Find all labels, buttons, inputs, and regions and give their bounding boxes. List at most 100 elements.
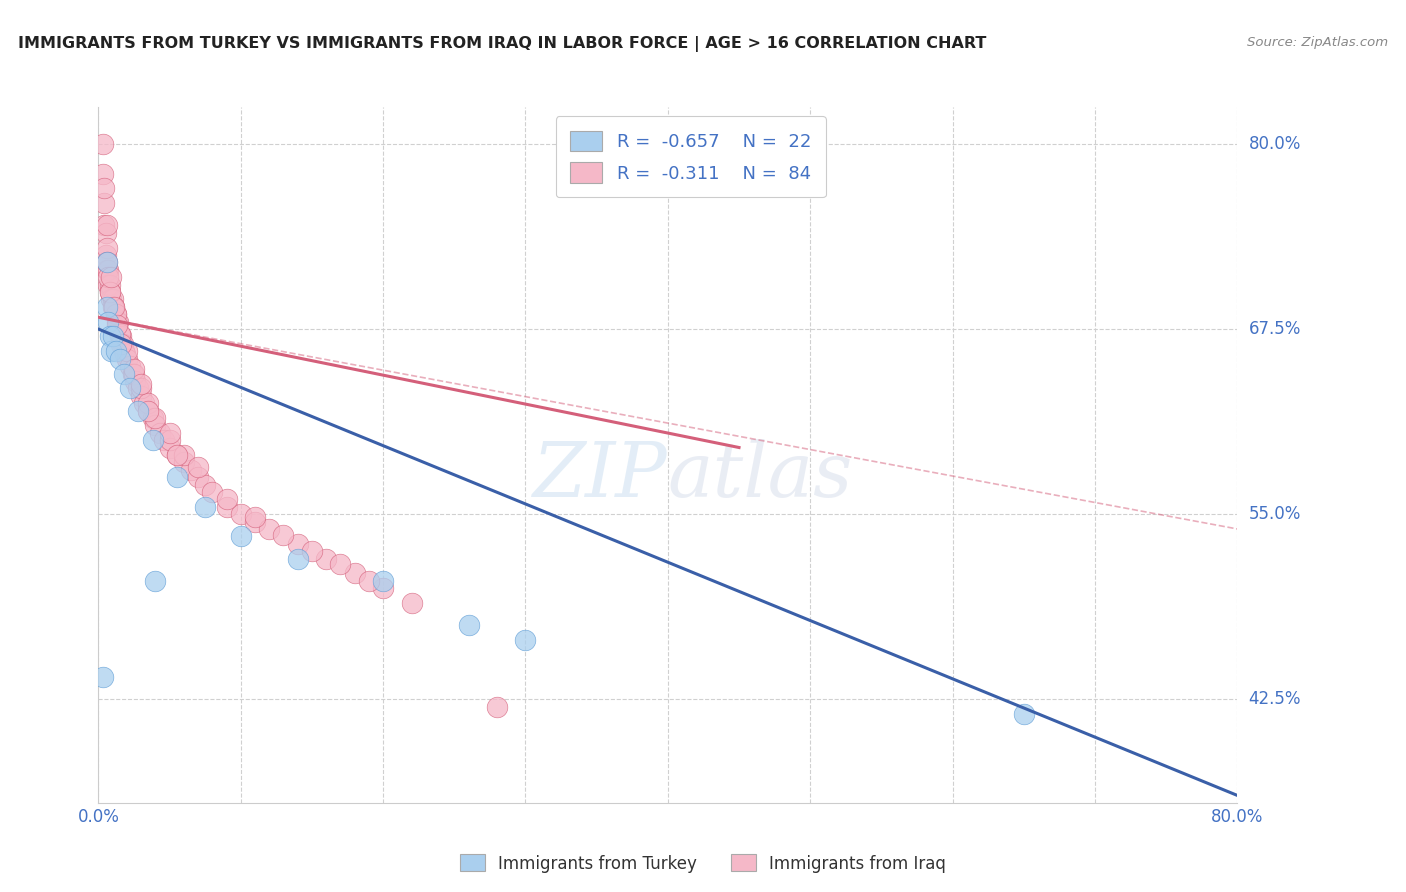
Point [96, 255, 118, 269]
Point [104, 307, 127, 321]
Point [97, 277, 120, 292]
Point [101, 293, 124, 307]
Point [98, 277, 121, 292]
Point [457, 618, 479, 632]
Point [115, 351, 138, 366]
Point [166, 448, 188, 462]
Text: 67.5%: 67.5% [1249, 320, 1301, 338]
Point [229, 507, 252, 521]
Point [373, 574, 395, 588]
Point [107, 315, 129, 329]
Point [115, 344, 138, 359]
Point [215, 492, 238, 507]
Point [287, 551, 309, 566]
Point [118, 359, 141, 373]
Point [145, 574, 167, 588]
Point [94, 226, 117, 240]
Point [166, 448, 188, 462]
Point [97, 263, 120, 277]
Point [486, 699, 509, 714]
Point [194, 500, 217, 514]
Point [159, 425, 181, 440]
Point [94, 248, 117, 262]
Point [132, 396, 155, 410]
Point [129, 389, 152, 403]
Point [187, 470, 209, 484]
Point [110, 337, 132, 351]
Point [96, 255, 118, 269]
Point [259, 522, 281, 536]
Point [108, 326, 131, 341]
Point [104, 344, 127, 359]
Point [111, 337, 134, 351]
Point [129, 376, 152, 391]
Point [112, 344, 135, 359]
Point [129, 381, 152, 395]
Text: Source: ZipAtlas.com: Source: ZipAtlas.com [1247, 36, 1388, 49]
Point [136, 396, 159, 410]
Point [122, 362, 145, 376]
Point [127, 403, 149, 417]
Point [201, 484, 224, 499]
Point [287, 537, 309, 551]
Point [141, 433, 163, 447]
Point [96, 300, 118, 314]
Point [98, 285, 121, 299]
Point [98, 329, 121, 343]
Point [112, 367, 135, 381]
Point [122, 367, 145, 381]
Point [91, 167, 114, 181]
Point [315, 551, 337, 566]
Point [93, 181, 115, 195]
Point [515, 632, 537, 647]
Point [100, 344, 122, 359]
Point [91, 136, 114, 151]
Point [136, 403, 159, 417]
Point [127, 381, 149, 395]
Point [118, 381, 141, 395]
Point [110, 329, 132, 343]
Point [105, 315, 128, 329]
Point [114, 347, 136, 361]
Point [104, 307, 127, 321]
Point [149, 425, 172, 440]
Point [91, 670, 114, 684]
Point [166, 470, 188, 484]
Legend: R =  -0.657    N =  22, R =  -0.311    N =  84: R = -0.657 N = 22, R = -0.311 N = 84 [555, 116, 825, 197]
Point [159, 433, 181, 447]
Point [96, 241, 118, 255]
Point [124, 374, 146, 388]
Point [100, 293, 122, 307]
Text: 42.5%: 42.5% [1249, 690, 1301, 708]
Point [97, 315, 120, 329]
Point [103, 300, 125, 314]
Point [1012, 706, 1035, 721]
Legend: Immigrants from Turkey, Immigrants from Iraq: Immigrants from Turkey, Immigrants from … [454, 847, 952, 880]
Point [103, 300, 125, 314]
Text: 80.0%: 80.0% [1249, 135, 1301, 153]
Point [215, 500, 238, 514]
Point [108, 329, 131, 343]
Point [105, 318, 128, 332]
Point [145, 411, 167, 425]
Point [229, 529, 252, 543]
Point [173, 448, 195, 462]
Point [136, 403, 159, 417]
Point [98, 285, 121, 299]
Text: atlas: atlas [668, 439, 853, 513]
Point [145, 418, 167, 433]
Text: ZIP: ZIP [533, 439, 668, 513]
Point [121, 367, 143, 381]
Text: 55.0%: 55.0% [1249, 505, 1301, 523]
Point [153, 433, 176, 447]
Point [243, 515, 266, 529]
Point [101, 329, 124, 343]
Point [373, 581, 395, 595]
Point [93, 219, 115, 233]
Point [357, 574, 380, 588]
Point [108, 351, 131, 366]
Point [159, 441, 181, 455]
Point [301, 544, 323, 558]
Text: IMMIGRANTS FROM TURKEY VS IMMIGRANTS FROM IRAQ IN LABOR FORCE | AGE > 16 CORRELA: IMMIGRANTS FROM TURKEY VS IMMIGRANTS FRO… [18, 36, 987, 52]
Point [97, 270, 120, 285]
